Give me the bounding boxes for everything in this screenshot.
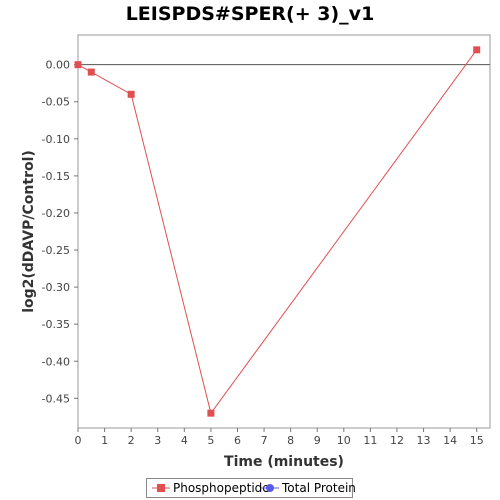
x-tick-label: 7: [261, 434, 268, 447]
y-tick-label: -0.20: [42, 207, 70, 220]
data-point: [87, 68, 95, 76]
y-tick-label: -0.15: [42, 170, 70, 183]
y-tick-label: -0.10: [42, 133, 70, 146]
data-point: [207, 409, 215, 417]
data-point: [127, 90, 135, 98]
x-tick-label: 12: [390, 434, 404, 447]
chart-title: LEISPDS#SPER(+ 3)_v1: [125, 3, 375, 25]
x-tick-label: 10: [337, 434, 351, 447]
x-tick-label: 2: [128, 434, 135, 447]
x-tick-label: 8: [287, 434, 294, 447]
x-tick-label: 9: [314, 434, 321, 447]
y-tick-label: 0.00: [46, 59, 71, 72]
y-tick-label: -0.30: [42, 281, 70, 294]
legend-label-total-protein: Total Protein: [282, 481, 356, 495]
x-tick-label: 3: [154, 434, 161, 447]
x-axis-label: Time (minutes): [224, 454, 344, 470]
y-tick-label: -0.05: [42, 96, 70, 109]
y-axis-label: log2(dDAVP/Control): [21, 150, 37, 313]
legend-marker-square-icon: [152, 484, 170, 492]
x-tick-label: 5: [207, 434, 214, 447]
data-point: [74, 61, 82, 69]
y-tick-label: -0.40: [42, 355, 70, 368]
plot-area: 0.00 -0.05 -0.10 -0.15 -0.20 -0.25 -0.30 -0.35 -…: [42, 34, 491, 447]
x-tick-label: 11: [363, 434, 377, 447]
x-tick-label: 13: [417, 434, 431, 447]
y-tick-label: -0.35: [42, 318, 70, 331]
x-tick-label: 15: [470, 434, 484, 447]
legend-label-phosphopeptide: Phosphopeptide: [173, 481, 270, 495]
plot-frame: [77, 34, 491, 429]
y-tick-label: -0.45: [42, 392, 70, 405]
legend-marker-circle-icon: [261, 484, 279, 492]
x-tick-label: 4: [181, 434, 188, 447]
x-tick-label: 14: [443, 434, 457, 447]
y-tick-label: -0.25: [42, 244, 70, 257]
legend: Phosphopeptide Total Protein: [146, 478, 356, 498]
x-tick-label: 1: [101, 434, 108, 447]
x-tick-label: 6: [234, 434, 241, 447]
data-point: [473, 46, 481, 54]
x-tick-label: 0: [75, 434, 82, 447]
